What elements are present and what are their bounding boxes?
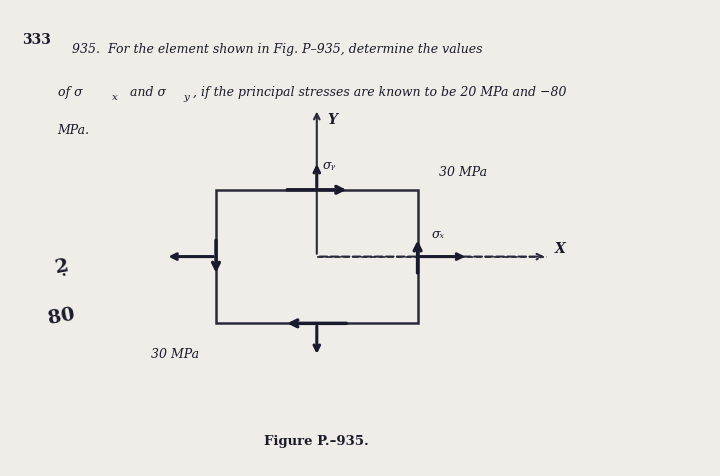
Bar xyxy=(216,190,418,324)
Text: MPa.: MPa. xyxy=(58,124,90,137)
Text: 935.  For the element shown in Fig. P–935, determine the values: 935. For the element shown in Fig. P–935… xyxy=(72,43,482,56)
Text: σᵧ: σᵧ xyxy=(323,159,336,172)
Text: 80: 80 xyxy=(47,306,76,327)
Text: Y: Y xyxy=(328,113,338,127)
Text: x: x xyxy=(112,93,117,102)
Text: σₓ: σₓ xyxy=(432,228,445,241)
Text: of σ: of σ xyxy=(58,86,82,99)
Text: and σ: and σ xyxy=(126,86,166,99)
Text: 2̣: 2̣ xyxy=(54,257,71,277)
Text: X: X xyxy=(554,241,565,255)
Text: 333: 333 xyxy=(22,33,50,47)
Text: y: y xyxy=(184,93,189,102)
Text: 30 MPa: 30 MPa xyxy=(439,166,487,179)
Text: Figure P.–935.: Figure P.–935. xyxy=(264,435,369,447)
Text: , if the principal stresses are known to be 20 MPa and −80: , if the principal stresses are known to… xyxy=(193,86,567,99)
Text: 30 MPa: 30 MPa xyxy=(151,347,199,360)
